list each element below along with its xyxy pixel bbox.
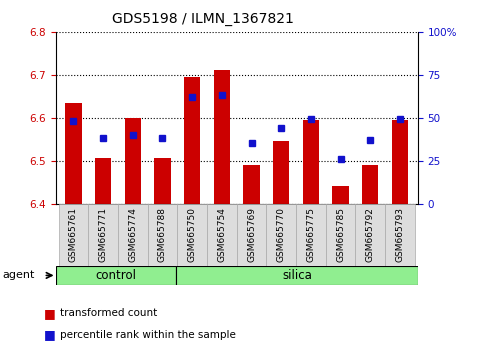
FancyBboxPatch shape	[148, 204, 177, 266]
Bar	[332, 187, 349, 204]
Text: GSM665774: GSM665774	[128, 207, 137, 262]
Text: GSM665771: GSM665771	[99, 207, 108, 262]
Bar	[213, 70, 230, 204]
FancyBboxPatch shape	[266, 204, 296, 266]
Bar	[362, 165, 379, 204]
Text: transformed count: transformed count	[60, 308, 157, 318]
Text: silica: silica	[282, 269, 312, 282]
Text: ■: ■	[43, 307, 55, 320]
FancyBboxPatch shape	[56, 266, 176, 285]
Bar	[184, 77, 200, 204]
FancyBboxPatch shape	[176, 266, 418, 285]
FancyBboxPatch shape	[88, 204, 118, 266]
Bar	[95, 159, 111, 204]
Bar	[273, 141, 289, 204]
FancyBboxPatch shape	[326, 204, 355, 266]
Text: GSM665788: GSM665788	[158, 207, 167, 262]
FancyBboxPatch shape	[296, 204, 326, 266]
Text: control: control	[96, 269, 136, 282]
Text: GSM665770: GSM665770	[277, 207, 286, 262]
Bar	[125, 118, 141, 204]
FancyBboxPatch shape	[355, 204, 385, 266]
FancyBboxPatch shape	[237, 204, 266, 266]
Bar	[154, 159, 170, 204]
FancyBboxPatch shape	[207, 204, 237, 266]
Bar	[392, 120, 408, 204]
FancyBboxPatch shape	[177, 204, 207, 266]
Text: ■: ■	[43, 328, 55, 341]
Text: GSM665761: GSM665761	[69, 207, 78, 262]
Text: GDS5198 / ILMN_1367821: GDS5198 / ILMN_1367821	[112, 12, 294, 27]
Text: percentile rank within the sample: percentile rank within the sample	[60, 330, 236, 339]
Text: GSM665769: GSM665769	[247, 207, 256, 262]
Bar	[303, 120, 319, 204]
Text: GSM665785: GSM665785	[336, 207, 345, 262]
FancyBboxPatch shape	[58, 204, 88, 266]
Text: agent: agent	[2, 270, 35, 280]
Text: GSM665792: GSM665792	[366, 207, 375, 262]
Bar	[243, 165, 260, 204]
Bar	[65, 103, 82, 204]
FancyBboxPatch shape	[385, 204, 415, 266]
Text: GSM665754: GSM665754	[217, 207, 227, 262]
Text: GSM665775: GSM665775	[306, 207, 315, 262]
FancyBboxPatch shape	[118, 204, 148, 266]
Text: GSM665793: GSM665793	[396, 207, 404, 262]
Text: GSM665750: GSM665750	[187, 207, 197, 262]
